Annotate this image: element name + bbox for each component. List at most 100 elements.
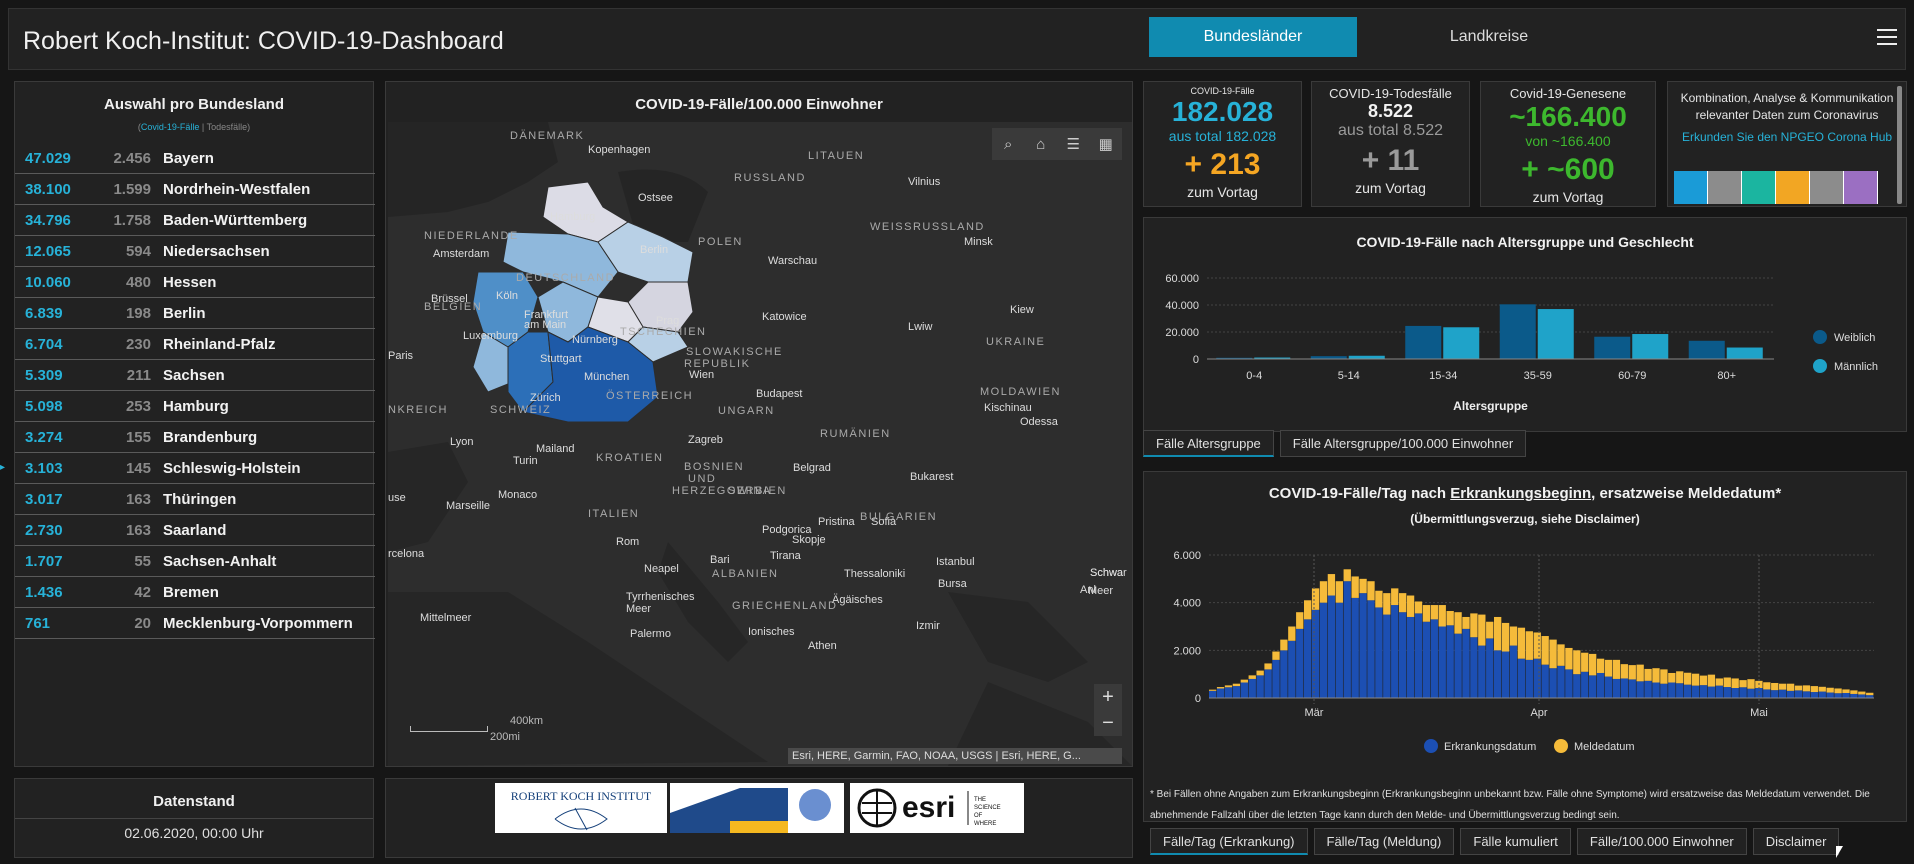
state-name: Sachsen-Anhalt bbox=[163, 552, 277, 570]
x-tick-label: 35-59 bbox=[1524, 370, 1552, 382]
legend-list-icon[interactable]: ☰ bbox=[1066, 136, 1080, 153]
tab-faelle-tag-erkrankung[interactable]: Fälle/Tag (Erkrankung) bbox=[1150, 828, 1308, 855]
x-tick-label: 0-4 bbox=[1246, 370, 1262, 382]
bar-erkrankungsdatum bbox=[1731, 687, 1739, 698]
map-city-label: Wien bbox=[689, 369, 715, 381]
state-row[interactable]: 12.065 594 Niedersachsen bbox=[15, 236, 375, 267]
choropleth-map[interactable]: Kopenhagen Vilnius Minsk Ostsee Hamburg Berli… bbox=[388, 122, 1132, 766]
map-country-label: NKREICH bbox=[388, 404, 449, 416]
bar-erkrankungsdatum bbox=[1367, 600, 1375, 698]
bar-meldedatum bbox=[1367, 581, 1375, 601]
age-bar bbox=[1348, 355, 1385, 359]
state-row[interactable]: 47.029 2.456 Bayern bbox=[15, 143, 375, 174]
map-country-label: BULGARIEN bbox=[860, 511, 938, 523]
bar-meldedatum bbox=[1668, 672, 1676, 683]
state-row[interactable]: 2.730 163 Saarland bbox=[15, 515, 375, 546]
tab-landkreise[interactable]: Landkreise bbox=[1449, 28, 1529, 45]
map-country-label: SLOWAKISCHE bbox=[686, 346, 783, 358]
state-row[interactable]: 3.017 163 Thüringen bbox=[15, 484, 375, 515]
rki-logo[interactable]: ROBERT KOCH INSTITUT bbox=[495, 783, 667, 833]
state-deaths: 55 bbox=[134, 552, 151, 570]
map-city-label: Kiew bbox=[1010, 304, 1034, 316]
scrollbar[interactable] bbox=[1897, 86, 1902, 204]
map-city-label: Bukarest bbox=[910, 471, 954, 483]
state-row[interactable]: 3.103 145 Schleswig-Holstein bbox=[15, 453, 375, 484]
state-name: Saarland bbox=[163, 521, 227, 539]
bar-meldedatum bbox=[1866, 692, 1874, 696]
daily-title-link[interactable]: Erkrankungsbeginn bbox=[1450, 485, 1592, 502]
npgeo-icon-strip[interactable] bbox=[1674, 171, 1878, 204]
esri-logo[interactable]: esri THE SCIENCE OF WHERE bbox=[850, 783, 1024, 833]
state-row[interactable]: 5.098 253 Hamburg bbox=[15, 391, 375, 422]
map-country-label: RUMÄNIEN bbox=[820, 428, 891, 440]
bar-meldedatum bbox=[1858, 691, 1866, 695]
scale-km-label: 400km bbox=[510, 715, 544, 727]
state-name: Sachsen bbox=[163, 366, 225, 384]
tab-faelle-tag-meldung[interactable]: Fälle/Tag (Meldung) bbox=[1313, 828, 1455, 855]
bar-meldedatum bbox=[1351, 576, 1359, 598]
state-deaths: 1.599 bbox=[113, 180, 151, 198]
tab-faelle-altersgruppe-100k[interactable]: Fälle Altersgruppe/100.000 Einwohner bbox=[1279, 430, 1527, 457]
search-icon[interactable]: ⌕ bbox=[1004, 135, 1013, 153]
app-title: Robert Koch-Institut: COVID-19-Dashboard bbox=[23, 27, 504, 55]
npgeo-hub-link[interactable]: Erkunden Sie den NPGEO Corona Hub bbox=[1681, 130, 1893, 144]
state-row[interactable]: 6.839 198 Berlin bbox=[15, 298, 375, 329]
bar-erkrankungsdatum bbox=[1802, 691, 1811, 698]
tab-faelle-altersgruppe[interactable]: Fälle Altersgruppe bbox=[1143, 430, 1274, 457]
bar-meldedatum bbox=[1248, 675, 1256, 679]
bar-meldedatum bbox=[1343, 569, 1351, 582]
bar-meldedatum bbox=[1462, 616, 1470, 629]
map-country-label: TSCHECHIEN bbox=[620, 326, 707, 338]
x-tick-label: 80+ bbox=[1717, 370, 1736, 382]
hamburger-menu-icon[interactable] bbox=[1877, 29, 1897, 47]
bar-meldedatum bbox=[1707, 674, 1716, 687]
kpi-todesfaelle-total: aus total 8.522 bbox=[1338, 122, 1443, 139]
map-attribution[interactable]: Esri, HERE, Garmin, FAO, NOAA, USGS | Es… bbox=[788, 748, 1122, 764]
cases-toggle-link[interactable]: Covid-19-Fälle bbox=[140, 122, 200, 132]
map-city-label: Vilnius bbox=[908, 176, 941, 188]
bar-erkrankungsdatum bbox=[1272, 659, 1280, 698]
zoom-out-button[interactable]: − bbox=[1094, 710, 1122, 736]
tab-faelle-100k[interactable]: Fälle/100.000 Einwohner bbox=[1576, 828, 1747, 855]
map-city-label: Izmir bbox=[916, 620, 940, 632]
datenstand-panel: Datenstand 02.06.2020, 00:00 Uhr bbox=[14, 778, 374, 858]
state-row[interactable]: 34.796 1.758 Baden-Württemberg bbox=[15, 205, 375, 236]
state-row[interactable]: 1.436 42 Bremen bbox=[15, 577, 375, 608]
state-selection-panel: Auswahl pro Bundesland (Covid-19-Fälle |… bbox=[14, 81, 375, 767]
bar-erkrankungsdatum bbox=[1596, 672, 1605, 698]
state-row[interactable]: 5.309 211 Sachsen bbox=[15, 360, 375, 391]
age-bar bbox=[1726, 347, 1763, 359]
state-row[interactable]: 1.707 55 Sachsen-Anhalt bbox=[15, 546, 375, 577]
bar-erkrankungsdatum bbox=[1327, 595, 1336, 698]
home-icon[interactable]: ⌂ bbox=[1036, 135, 1046, 153]
state-panel-title: Auswahl pro Bundesland bbox=[103, 96, 284, 113]
bar-erkrankungsdatum bbox=[1446, 625, 1454, 698]
map-city-label: Thessaloniki bbox=[844, 568, 906, 580]
bar-meldedatum bbox=[1628, 665, 1636, 680]
zoom-in-button[interactable]: + bbox=[1094, 684, 1122, 710]
datenstand-value: 02.06.2020, 00:00 Uhr bbox=[124, 825, 264, 841]
bar-erkrankungsdatum bbox=[1620, 678, 1628, 698]
map-city-label: Meer bbox=[626, 603, 652, 615]
age-bar bbox=[1594, 336, 1631, 359]
basemap-gallery-icon[interactable]: ▦ bbox=[1098, 136, 1113, 153]
tab-faelle-kumuliert[interactable]: Fälle kumuliert bbox=[1460, 828, 1571, 855]
bar-erkrankungsdatum bbox=[1589, 675, 1597, 698]
bar-erkrankungsdatum bbox=[1264, 669, 1272, 698]
map-country-label: SERBIEN bbox=[728, 485, 787, 497]
state-row[interactable]: 6.704 230 Rheinland-Pfalz bbox=[15, 329, 375, 360]
map-city-label: Schwar bbox=[1090, 567, 1127, 579]
tab-disclaimer[interactable]: Disclaimer bbox=[1752, 828, 1840, 855]
state-row[interactable]: 10.060 480 Hessen bbox=[15, 267, 375, 298]
deaths-toggle-link[interactable]: Todesfälle bbox=[206, 122, 248, 132]
state-row[interactable]: 3.274 155 Brandenburg bbox=[15, 422, 375, 453]
kpi-genesene-title: Covid-19-Genesene bbox=[1509, 86, 1627, 101]
tab-bundeslaender[interactable]: Bundesländer bbox=[1149, 17, 1357, 57]
uni-bonn-logo[interactable] bbox=[670, 783, 844, 833]
map-city-label: Odessa bbox=[1020, 416, 1058, 428]
state-row[interactable]: 761 20 Mecklenburg-Vorpommern bbox=[15, 608, 375, 639]
state-name: Schleswig-Holstein bbox=[163, 459, 301, 477]
list-expand-handle[interactable]: ▸ bbox=[0, 462, 6, 473]
state-row[interactable]: 38.100 1.599 Nordrhein-Westfalen bbox=[15, 174, 375, 205]
kpi-todesfaelle-delta: + 11 bbox=[1361, 144, 1420, 177]
